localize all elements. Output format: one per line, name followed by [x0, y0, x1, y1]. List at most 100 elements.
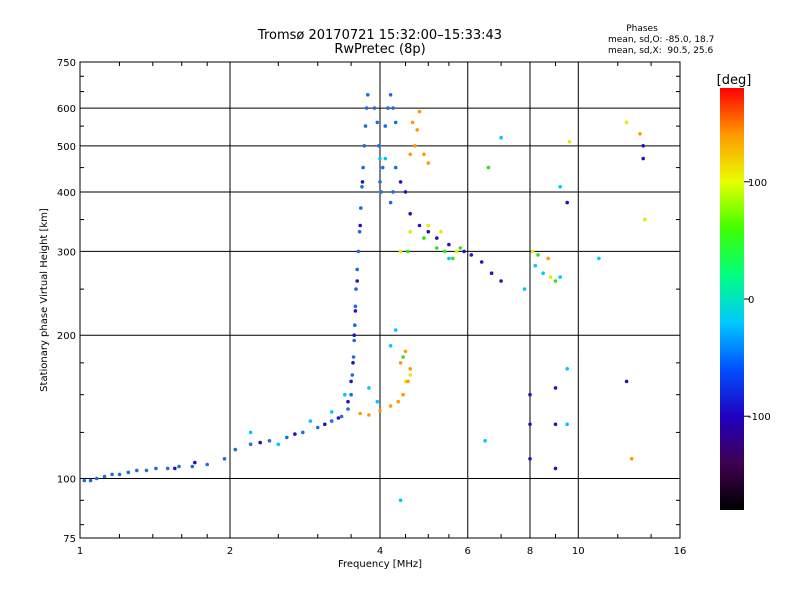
data-point — [567, 139, 572, 144]
x-tick-labels: 1 2 4 6 8 10 16 — [77, 546, 687, 557]
data-point — [403, 349, 408, 354]
data-point — [536, 253, 540, 257]
colorbar-tick-label: 0 — [748, 295, 754, 306]
data-point — [144, 468, 149, 473]
data-point — [349, 392, 353, 397]
data-points — [82, 93, 647, 503]
data-point — [82, 478, 87, 483]
data-point — [422, 152, 426, 157]
data-point — [350, 373, 355, 377]
data-point — [383, 124, 388, 128]
data-point — [352, 333, 357, 338]
data-point — [565, 422, 569, 427]
data-point — [366, 93, 370, 97]
data-point — [360, 180, 365, 184]
data-point — [94, 476, 99, 481]
y-tick-label: 600 — [57, 104, 76, 115]
data-point — [353, 309, 358, 313]
data-point — [533, 263, 538, 268]
data-point — [355, 279, 360, 283]
data-point — [426, 161, 431, 165]
stats-line-x: mean, sd,X: 90.5, 25.6 — [608, 46, 714, 56]
data-point — [522, 287, 527, 291]
data-point — [393, 165, 398, 170]
data-point — [403, 190, 408, 194]
data-point — [553, 466, 558, 471]
data-point — [486, 165, 491, 170]
data-point — [443, 249, 447, 254]
data-point — [356, 249, 361, 254]
data-point — [248, 442, 253, 447]
data-point — [351, 355, 356, 359]
data-point — [117, 472, 122, 477]
data-point — [439, 229, 443, 234]
data-point — [451, 256, 455, 261]
data-point — [388, 344, 393, 348]
data-point — [352, 338, 357, 343]
data-point — [565, 367, 569, 371]
data-point — [353, 304, 358, 309]
x-axis-label: Frequency [MHz] — [338, 559, 422, 570]
data-point — [358, 411, 363, 416]
data-point — [258, 440, 263, 445]
data-point — [422, 236, 426, 240]
data-point — [558, 185, 562, 189]
data-point — [315, 425, 320, 430]
data-point — [528, 392, 532, 397]
data-point — [641, 156, 645, 161]
x-tick-label: 10 — [572, 546, 585, 557]
data-point — [624, 120, 629, 125]
data-point — [349, 379, 353, 384]
y-tick-label: 300 — [57, 247, 76, 258]
data-point — [426, 223, 431, 228]
data-point — [361, 165, 365, 170]
data-point — [359, 206, 363, 210]
data-point — [417, 223, 422, 228]
data-point — [462, 249, 466, 254]
data-point — [375, 120, 380, 125]
data-point — [413, 144, 417, 148]
data-point — [398, 361, 403, 365]
grid-layer — [79, 61, 681, 539]
x-tick-label: 8 — [527, 546, 533, 557]
colorbar-tick-label: -100 — [748, 412, 771, 423]
data-point — [353, 323, 357, 328]
data-point — [88, 478, 93, 483]
data-point — [378, 180, 382, 184]
data-point — [458, 246, 463, 250]
data-point — [339, 414, 344, 419]
data-point — [558, 275, 562, 279]
x-tick-label: 1 — [77, 546, 83, 557]
data-point — [222, 457, 227, 461]
data-point — [173, 466, 177, 471]
x-tick-label: 16 — [674, 546, 687, 557]
data-point — [641, 144, 645, 148]
data-point — [377, 144, 381, 148]
x-tick-label: 2 — [227, 546, 233, 557]
data-point — [499, 279, 503, 283]
data-point — [393, 120, 398, 125]
data-point — [553, 386, 558, 390]
data-point — [489, 271, 494, 276]
data-point — [388, 200, 393, 205]
data-point — [386, 106, 390, 110]
data-point — [388, 93, 393, 97]
data-point — [398, 249, 403, 254]
stats-heading: Phases — [626, 24, 658, 34]
data-point — [351, 361, 355, 365]
data-point — [308, 419, 313, 423]
data-point — [267, 439, 272, 443]
data-point — [383, 156, 388, 161]
chart-title: Tromsø 20170721 15:32:00–15:33:43 — [257, 28, 502, 43]
data-point — [378, 408, 382, 413]
data-point — [248, 430, 253, 435]
colorbar — [720, 88, 744, 510]
data-point — [190, 464, 195, 469]
data-point — [276, 442, 281, 447]
data-point — [363, 124, 368, 128]
data-point — [177, 464, 181, 469]
data-point — [435, 246, 439, 250]
data-point — [154, 466, 158, 471]
stats-line-o: mean, sd,O: -85.0, 18.7 — [608, 35, 714, 45]
data-point — [398, 180, 403, 184]
